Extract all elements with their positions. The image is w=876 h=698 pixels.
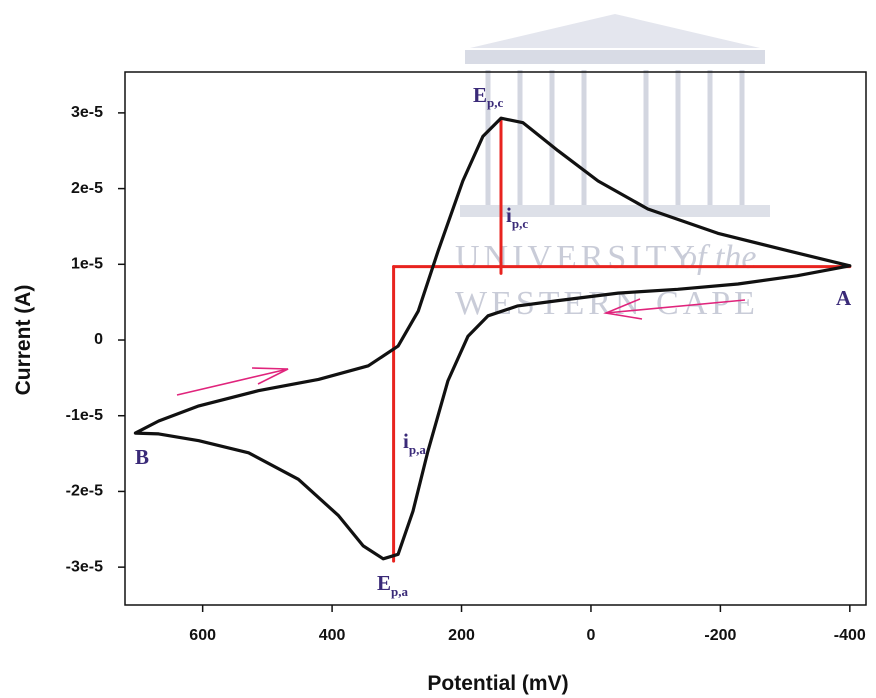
y-tick-label: 1e-5 bbox=[71, 256, 103, 273]
annotation: Ep,a bbox=[377, 571, 408, 599]
annotation: Ep,c bbox=[473, 83, 503, 110]
x-tick-label: -400 bbox=[834, 627, 866, 644]
x-tick-label: -200 bbox=[704, 627, 736, 644]
x-tick-label: 0 bbox=[587, 627, 596, 644]
annotation-text: E bbox=[473, 83, 487, 107]
annotation: B bbox=[135, 445, 149, 469]
x-tick-label: 400 bbox=[319, 627, 346, 644]
plot-area bbox=[133, 116, 852, 563]
watermark-text: UNIVERSITY bbox=[455, 239, 699, 276]
annotation-sub: p,a bbox=[391, 584, 408, 599]
data-line bbox=[133, 116, 852, 561]
x-tick-label: 200 bbox=[448, 627, 475, 644]
direction-arrow bbox=[176, 298, 746, 396]
x-axis-title: Potential (mV) bbox=[427, 672, 568, 695]
y-tick-label: -2e-5 bbox=[66, 483, 103, 500]
annotation: ip,a bbox=[403, 429, 426, 457]
y-axis-title: Current (A) bbox=[12, 285, 35, 396]
y-tick-label: -3e-5 bbox=[66, 558, 103, 575]
annotation: ip,c bbox=[506, 203, 528, 231]
annotation-sub: p,a bbox=[409, 442, 426, 457]
y-tick-label: 0 bbox=[94, 331, 103, 348]
y-tick-label: 2e-5 bbox=[71, 180, 103, 197]
annotation-text: i bbox=[403, 429, 409, 453]
annotation-sub: p,c bbox=[487, 95, 503, 110]
annotation: A bbox=[836, 286, 852, 310]
plot-frame bbox=[124, 71, 867, 606]
watermark-crest bbox=[460, 14, 770, 217]
y-tick-label: -1e-5 bbox=[66, 407, 103, 424]
annotation-text: i bbox=[506, 203, 512, 227]
x-tick-label: 600 bbox=[189, 627, 216, 644]
annotation-sub: p,c bbox=[512, 216, 528, 231]
annotation-text: E bbox=[377, 571, 391, 595]
y-tick-label: 3e-5 bbox=[71, 104, 103, 121]
watermark-text: of the bbox=[680, 239, 756, 276]
